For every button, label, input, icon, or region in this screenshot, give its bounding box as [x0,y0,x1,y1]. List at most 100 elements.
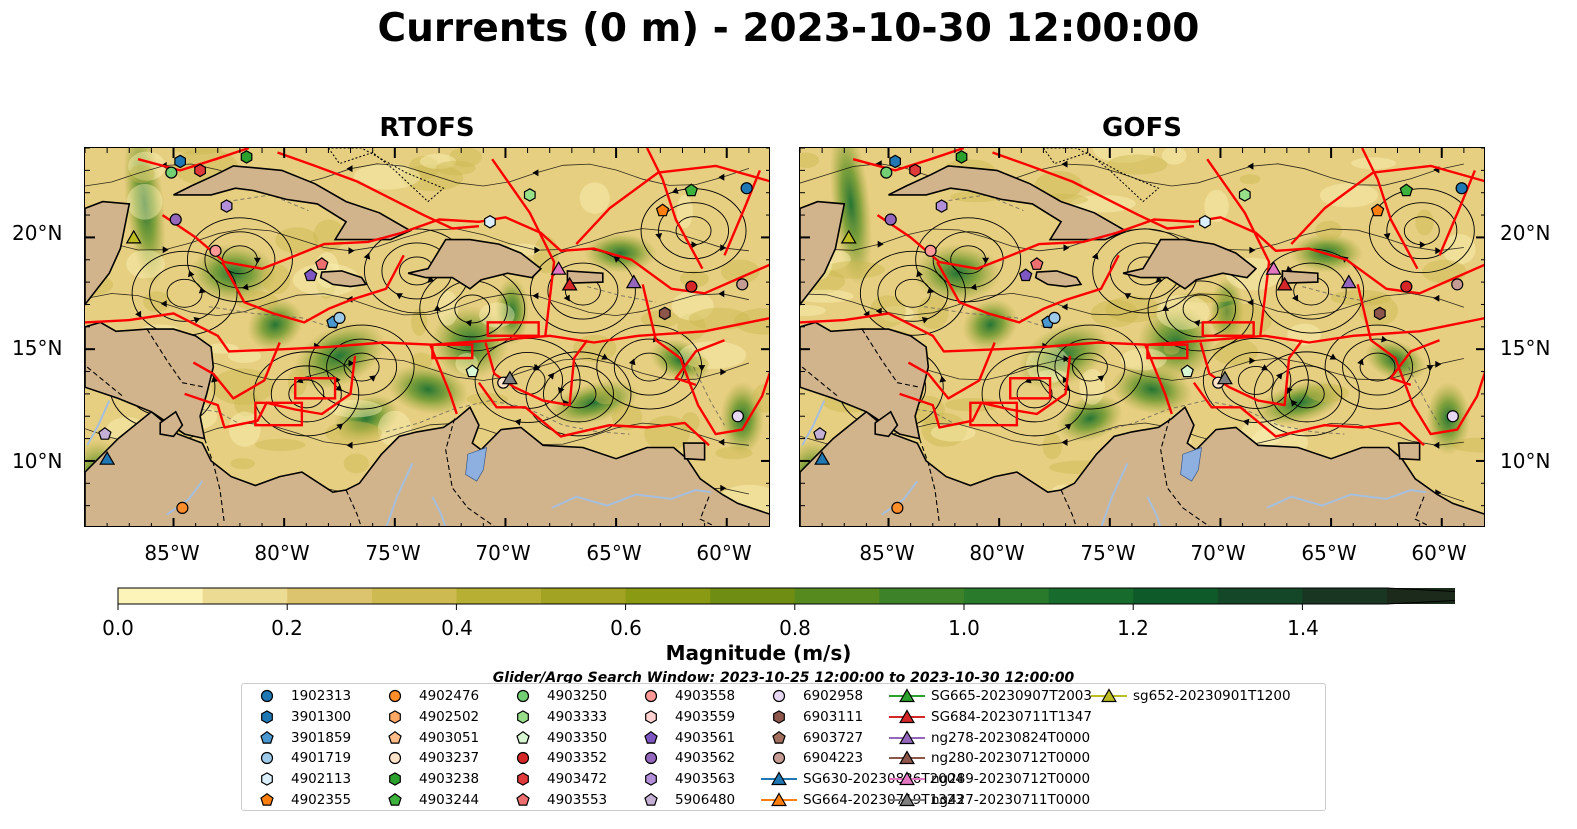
legend-entry: 6903727 [759,728,863,748]
country-border [86,366,123,397]
bathymetry-contour [327,148,445,203]
legend-label: 5906480 [675,792,736,808]
eez-boundary [1438,169,1477,256]
current-streamline [1182,294,1219,324]
streamline-arrow [348,247,355,255]
current-magnitude-patch [945,397,1001,412]
platform-marker-6903111 [1373,306,1386,321]
legend-entry: 4903553 [503,790,607,810]
bathymetry-contour [385,400,630,435]
streamline-arrow [655,233,663,240]
platform-marker-4903244 [684,183,699,197]
lon-label-65w-left: 65°W [586,541,642,565]
eez-boundary [277,151,480,230]
streamline-arrow [532,292,539,300]
streamline-arrow [1381,335,1388,343]
current-streamline [308,324,415,410]
platform-marker-4903350 [1180,364,1194,378]
streamline-arrow [1061,438,1068,446]
current-magnitude-patch [387,364,469,415]
bathymetry-contour [1042,148,1160,203]
colorbar-label: Magnitude (m/s) [665,641,852,665]
eez-boundary [294,377,337,400]
colorbar-segment [1048,588,1134,604]
legend-label: 4902502 [419,708,480,725]
current-magnitude-patch [435,160,476,176]
streamline-arrow [160,300,167,308]
country-border [345,489,362,526]
colorbar-tick: 1.0 [948,616,980,640]
current-magnitude-patch [594,387,618,405]
current-magnitude-patch [869,295,906,328]
legend-entry: 6904223 [759,748,863,768]
current-magnitude-patch [211,368,274,405]
eez-boundary [646,148,704,270]
current-streamline [85,292,749,317]
argo-float-legend-icon [388,792,402,806]
eez-boundary [85,312,769,353]
bathymetry-contour [1100,400,1345,435]
streamline-arrow [1261,364,1269,371]
platform-marker-4903350 [465,364,479,378]
eez-boundary [491,158,556,336]
legend-entry: 4903051 [375,728,479,748]
eez-boundary [1201,321,1255,337]
legend-entry: ng280-20230712T0000 [887,748,1090,768]
land-mass [1281,270,1319,285]
current-streamline [543,365,614,423]
streamline-arrow [1249,357,1256,365]
current-magnitude-patch [962,298,1019,351]
legend-entry: SG684-20230711T1347 [887,707,1092,727]
legend-label: 4902355 [291,792,352,808]
streamline-arrow [970,283,977,291]
land-mass [682,442,706,461]
platform-marker-4903250 [165,166,178,179]
legend-entry: 4902476 [375,686,479,706]
streamline-arrow [1062,376,1069,384]
argo-float-legend-icon [773,710,785,724]
platform-marker-ng427-20230711t0000 [1216,370,1233,385]
current-magnitude-patch [1307,383,1349,403]
streamline-arrow [253,257,261,264]
current-streamline [1368,188,1475,274]
current-magnitude-patch [644,415,690,452]
colorbar-segment [1217,588,1303,604]
country-border [801,366,838,397]
platform-marker-4903472 [194,163,207,178]
streamline-arrow [1247,162,1254,170]
current-streamline [859,250,966,336]
streamline-arrow [939,375,947,383]
colorbar-segment [371,588,457,604]
current-streamline [1237,366,1274,395]
legend-label: 4903561 [675,729,736,746]
streamline-arrow [514,418,521,426]
current-magnitude-patch [1212,338,1258,366]
argo-float-legend-icon [772,752,786,765]
platform-marker-sg652-20230901t1200 [125,229,142,244]
legend-entry: 6903111 [759,707,863,727]
argo-float-legend-icon [772,689,786,703]
colorbar-segment [625,588,711,604]
streamline-arrow [601,353,609,360]
platform-marker-4901719 [1048,311,1061,324]
eez-boundary [876,214,1484,295]
land-mass [173,165,413,241]
legend-entry: 3901859 [247,728,351,748]
legend-label: 4903250 [547,688,608,704]
legend-label: sg652-20230901T1200 [1133,688,1291,704]
current-magnitude-patch [408,155,440,180]
streamline-arrow [698,365,706,372]
country-border [1160,418,1210,526]
current-streamline [1253,351,1360,437]
current-magnitude-patch [1315,220,1343,241]
platform-marker-4903333 [523,188,536,202]
platform-marker-sg652-20230901t1200 [840,229,857,244]
current-magnitude-patch [930,423,976,442]
streamline-arrow [1061,160,1068,168]
current-streamline [204,231,276,289]
land-mass [888,165,1128,241]
current-magnitude-patch [1120,348,1167,371]
current-magnitude-patch [343,453,369,474]
legend-entry: ng278-20230824T0000 [887,728,1090,748]
eez-boundary [1356,284,1484,436]
